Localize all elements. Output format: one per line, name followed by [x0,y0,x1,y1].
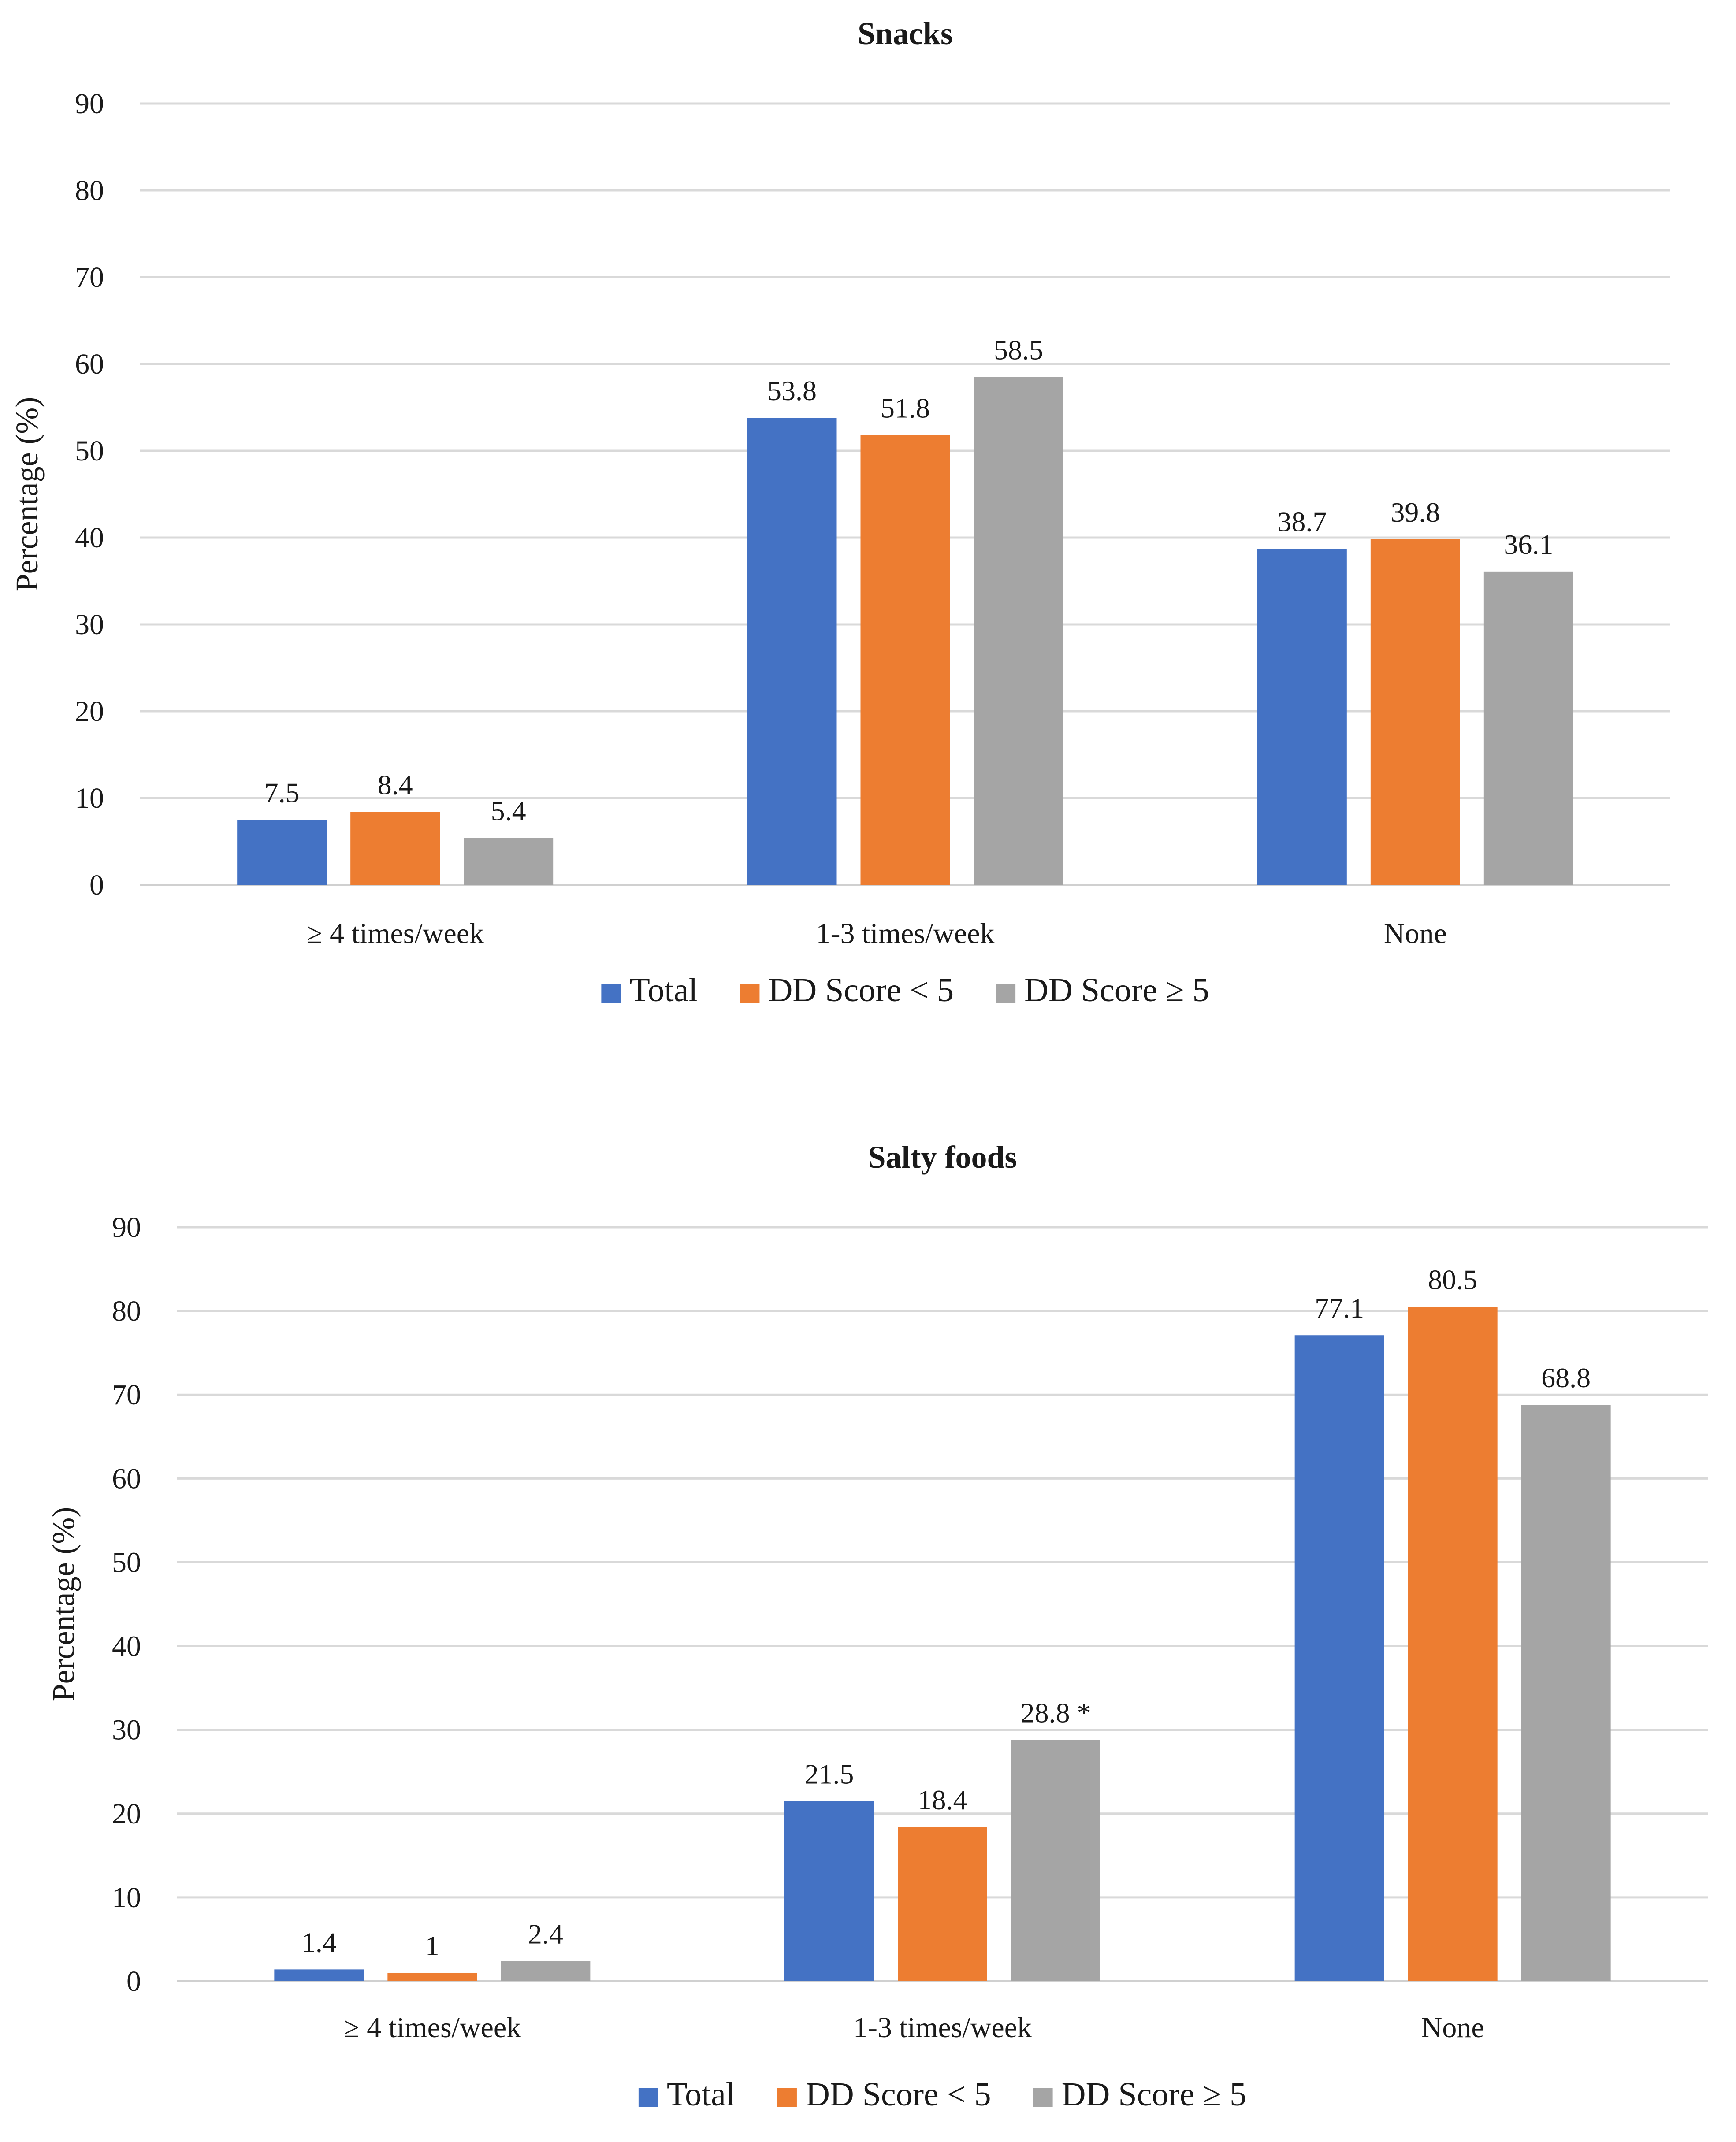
bar-dd-score-lt-5-ge-4-times-week [387,1972,477,1981]
data-label-dd-score-ge-5-none: 68.8 [1541,1362,1591,1393]
legend-swatch-dd-score-ge-5 [996,984,1016,1003]
y-tick-label-70: 70 [75,261,104,293]
legend-label-dd-score-ge-5: DD Score ≥ 5 [1024,972,1209,1009]
bar-dd-score-lt-5-none [1408,1307,1498,1981]
y-tick-label-60: 60 [75,348,104,380]
bar-dd-score-ge-5-1-3-times-week [1011,1740,1100,1981]
bar-dd-score-ge-5-ge-4-times-week [464,838,554,885]
data-label-dd-score-lt-5-ge-4-times-week: 1 [425,1930,439,1961]
y-tick-label-90: 90 [75,88,104,120]
x-category-label-none: None [1421,2012,1484,2044]
x-category-label-none: None [1384,917,1447,950]
bar-dd-score-lt-5-none [1370,539,1460,885]
bar-total-ge-4-times-week [274,1969,364,1981]
y-tick-label-50: 50 [75,435,104,467]
x-category-label-1-3-times-week: 1-3 times/week [853,2012,1032,2044]
y-tick-label-20: 20 [112,1798,141,1830]
legend-swatch-dd-score-ge-5 [1033,2088,1053,2107]
y-tick-label-0: 0 [126,1965,141,1997]
data-label-dd-score-ge-5-ge-4-times-week: 5.4 [491,795,526,827]
legend-label-total: Total [629,972,698,1009]
y-tick-label-30: 30 [75,609,104,641]
y-tick-label-40: 40 [75,522,104,554]
y-tick-label-60: 60 [112,1463,141,1495]
legend-swatch-total [638,2088,658,2107]
data-label-total-none: 77.1 [1315,1292,1364,1324]
y-axis-label: Percentage (%) [9,397,45,592]
data-label-total-ge-4-times-week: 7.5 [264,777,300,808]
y-tick-label-30: 30 [112,1714,141,1746]
data-label-dd-score-ge-5-none: 36.1 [1504,529,1553,560]
y-tick-label-90: 90 [112,1211,141,1244]
bar-total-1-3-times-week [784,1801,874,1981]
chart-panel-snacks: Snacks 0 10 20 30 40 50 60 70 80 90 Percentage (%) 7… [9,16,1670,1009]
bar-dd-score-ge-5-none [1483,571,1573,885]
legend-swatch-total [601,984,621,1003]
legend: Total DD Score < 5 DD Score ≥ 5 [638,2076,1247,2113]
bar-dd-score-ge-5-ge-4-times-week [501,1961,591,1981]
x-category-label-ge-4-times-week: ≥ 4 times/week [343,2012,521,2044]
x-category-label-1-3-times-week: 1-3 times/week [816,917,994,950]
legend: Total DD Score < 5 DD Score ≥ 5 [601,972,1209,1009]
y-axis-label: Percentage (%) [46,1507,81,1702]
bar-total-1-3-times-week [747,418,837,885]
y-tick-label-20: 20 [75,695,104,728]
y-tick-label-0: 0 [89,869,104,901]
data-label-dd-score-ge-5-1-3-times-week: 58.5 [994,334,1043,366]
bar-dd-score-lt-5-1-3-times-week [860,435,950,885]
legend-label-dd-score-ge-5: DD Score ≥ 5 [1062,2076,1247,2113]
y-tick-label-40: 40 [112,1630,141,1663]
data-label-dd-score-lt-5-1-3-times-week: 18.4 [918,1784,967,1815]
bar-dd-score-ge-5-1-3-times-week [974,377,1063,885]
data-label-dd-score-lt-5-1-3-times-week: 51.8 [881,393,930,424]
data-label-dd-score-lt-5-none: 39.8 [1390,497,1440,528]
bar-dd-score-ge-5-none [1521,1405,1611,1981]
data-label-total-ge-4-times-week: 1.4 [301,1927,337,1958]
chart-title: Snacks [858,16,953,51]
data-label-dd-score-lt-5-ge-4-times-week: 8.4 [378,769,413,801]
data-label-total-1-3-times-week: 21.5 [805,1758,854,1789]
bar-total-none [1294,1335,1384,1981]
data-label-dd-score-ge-5-1-3-times-week: 28.8 * [1021,1697,1091,1728]
chart-title: Salty foods [868,1140,1017,1175]
y-tick-label-50: 50 [112,1546,141,1578]
bar-total-none [1257,549,1347,885]
x-category-label-ge-4-times-week: ≥ 4 times/week [306,917,484,950]
bar-total-ge-4-times-week [237,820,327,885]
legend-swatch-dd-score-lt-5 [777,2088,797,2107]
y-tick-label-70: 70 [112,1379,141,1411]
data-label-dd-score-lt-5-none: 80.5 [1428,1264,1477,1296]
y-tick-label-10: 10 [75,782,104,814]
y-tick-label-80: 80 [112,1295,141,1327]
y-tick-label-80: 80 [75,174,104,207]
bar-dd-score-lt-5-1-3-times-week [898,1827,987,1981]
y-tick-label-10: 10 [112,1882,141,1914]
chart-panel-salty-foods: Salty foods 0 10 20 30 40 50 60 70 80 90 Percentage… [46,1140,1708,2113]
legend-label-dd-score-lt-5: DD Score < 5 [806,2076,991,2113]
data-label-total-1-3-times-week: 53.8 [767,375,817,406]
legend-label-dd-score-lt-5: DD Score < 5 [768,972,954,1009]
legend-label-total: Total [667,2076,735,2113]
legend-swatch-dd-score-lt-5 [740,984,760,1003]
bar-dd-score-lt-5-ge-4-times-week [350,812,440,885]
data-label-total-none: 38.7 [1277,506,1327,538]
data-label-dd-score-ge-5-ge-4-times-week: 2.4 [528,1918,563,1949]
